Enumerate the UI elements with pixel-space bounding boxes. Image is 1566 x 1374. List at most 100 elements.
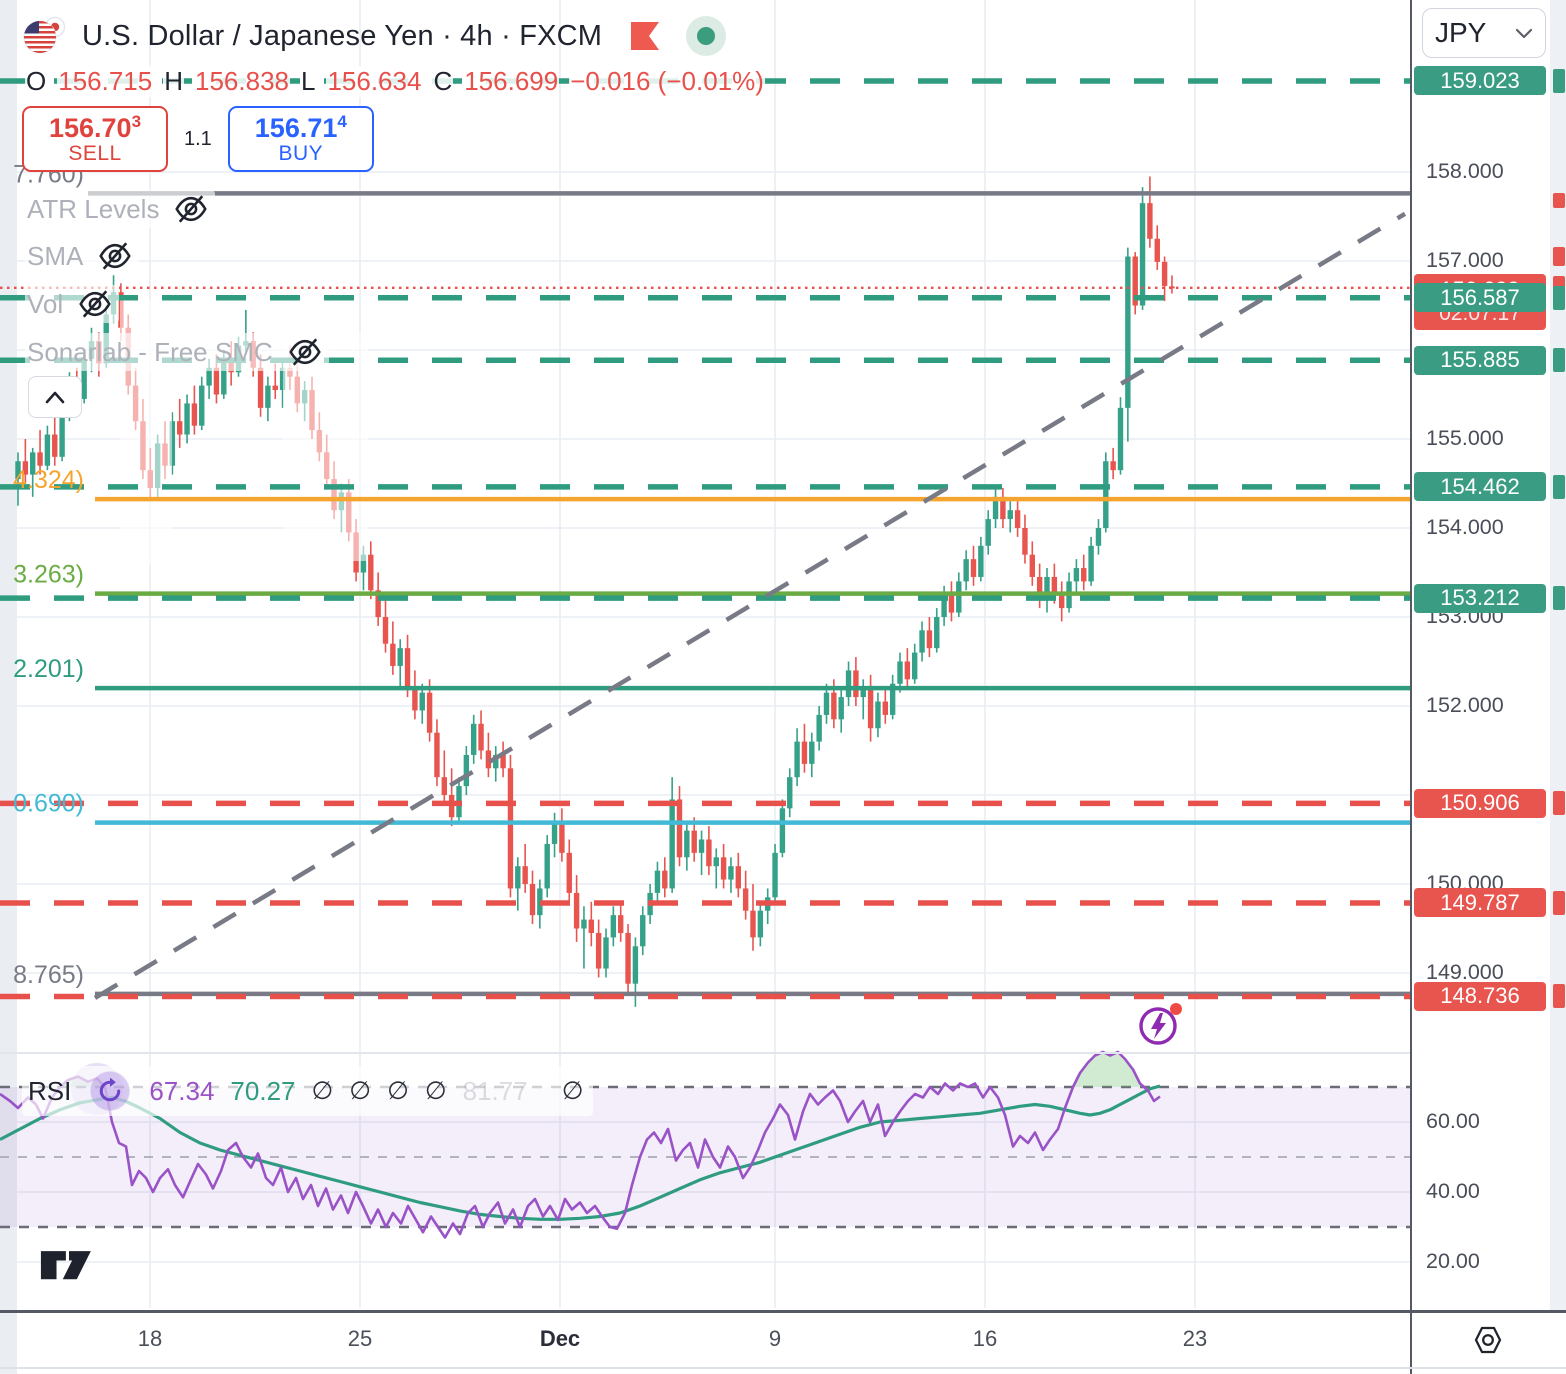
- candle-body: [1014, 510, 1021, 528]
- indicator-label: ATR Levels: [27, 193, 160, 224]
- candle-body: [662, 870, 668, 889]
- candle-body: [750, 910, 756, 938]
- candle-body: [860, 688, 866, 698]
- eye-off-icon[interactable]: [287, 334, 323, 370]
- candle-body: [507, 768, 514, 889]
- candle-body: [867, 688, 874, 729]
- indicator-row-atr-levels: ATR Levels: [25, 190, 216, 228]
- indicator-label: SMA: [27, 240, 84, 271]
- candle-body: [853, 670, 859, 698]
- candle-body: [441, 777, 447, 795]
- axis-edge-mark: [1553, 984, 1565, 1009]
- open-value: 156.715: [57, 66, 154, 97]
- candle-body: [177, 421, 183, 435]
- low-value: 156.634: [326, 66, 423, 97]
- candle-body: [559, 821, 565, 853]
- collapse-legend-button[interactable]: [28, 376, 82, 418]
- eye-off-icon[interactable]: [173, 191, 209, 227]
- empty-value-icon: ∅: [387, 1077, 409, 1105]
- candle-body: [265, 385, 271, 408]
- close-label: C: [432, 66, 454, 97]
- eye-off-icon[interactable]: [97, 238, 133, 274]
- candle-body: [618, 915, 624, 933]
- low-label: L: [299, 66, 317, 97]
- buy-button[interactable]: 156.714 BUY: [227, 106, 374, 172]
- buy-price: 156.71: [254, 113, 338, 144]
- price-level-left-label: 8.765): [13, 961, 84, 989]
- candle-body: [1044, 576, 1050, 600]
- candle-body: [368, 554, 374, 591]
- candle-body: [809, 741, 815, 764]
- axis-edge-strip: [1550, 0, 1566, 1310]
- candle-body: [199, 385, 205, 426]
- tradingview-logo[interactable]: [30, 1248, 110, 1292]
- price-badge-150.906: 150.906: [1414, 788, 1546, 818]
- price-tick-149.000: 149.000: [1426, 960, 1504, 984]
- candle-body: [404, 648, 411, 689]
- lightning-refresh-icon[interactable]: [1136, 1000, 1184, 1048]
- rsi-tick-40.00: 40.00: [1426, 1179, 1480, 1203]
- candle-body: [1059, 594, 1065, 609]
- candle-body: [529, 884, 536, 916]
- candle-body: [30, 452, 36, 475]
- flag-bookmark-icon[interactable]: [628, 19, 662, 53]
- candle-body: [1051, 576, 1058, 595]
- indicator-row-sonarlab-smc: Sonarlab - Free SMC: [25, 333, 329, 371]
- price-badge-156.587: 156.587: [1414, 283, 1546, 313]
- rsi-ghost-value: 81.77: [462, 1075, 528, 1106]
- candle-body: [970, 559, 977, 577]
- pane-separator[interactable]: [0, 1052, 1566, 1054]
- time-axis[interactable]: 18 25 Dec 9 16 23: [0, 1310, 1410, 1374]
- candle-body: [206, 367, 212, 386]
- price-axis[interactable]: JPY 158.000 157.000 155.000 154.000 153.000 1…: [1410, 0, 1566, 1374]
- candle-body: [419, 692, 425, 711]
- candle-body: [875, 701, 881, 729]
- candle-body: [1081, 568, 1087, 582]
- empty-value-icon: ∅: [561, 1077, 584, 1105]
- currency-selector[interactable]: JPY: [1422, 8, 1546, 58]
- smc-zone: [283, 333, 368, 561]
- symbol-title[interactable]: U.S. Dollar / Japanese Yen · 4h · FXCM: [82, 19, 603, 52]
- candle-body: [1029, 554, 1035, 577]
- candle-body: [720, 857, 727, 880]
- candle-body: [684, 830, 690, 858]
- axis-edge-mark: [1553, 193, 1565, 208]
- candle-body: [632, 946, 639, 984]
- candle-body: [963, 559, 969, 582]
- candle-body: [279, 367, 286, 391]
- axis-settings-icon[interactable]: [1472, 1324, 1504, 1356]
- price-badge-154.462: 154.462: [1414, 472, 1546, 502]
- candle-body: [728, 866, 734, 880]
- price-badge-153.212: 153.212: [1414, 583, 1546, 613]
- market-open-status-icon: [686, 16, 727, 56]
- candle-body: [1117, 407, 1124, 471]
- eye-off-icon[interactable]: [77, 286, 113, 322]
- candle-body: [485, 750, 492, 769]
- rsi-legend-row: RSI 67.34 70.27 ∅ ∅ ∅ ∅ 81.77 ∅: [22, 1066, 594, 1116]
- buy-price-fraction: 4: [337, 112, 347, 132]
- price-level-left-label: 3.263): [13, 561, 84, 589]
- candle-body: [434, 732, 440, 778]
- sell-price-fraction: 3: [131, 112, 142, 132]
- candle-body: [397, 648, 403, 666]
- candle-body: [831, 692, 837, 720]
- sell-button[interactable]: 156.703 SELL: [22, 106, 168, 172]
- candle-body: [1110, 461, 1116, 471]
- candle-body: [59, 407, 65, 457]
- chevron-up-icon: [45, 391, 65, 404]
- rsi-tick-60.00: 60.00: [1426, 1109, 1480, 1133]
- candle-body: [573, 892, 580, 929]
- spread-value: 1.1: [184, 127, 212, 150]
- candle-body: [779, 808, 786, 853]
- sell-label: SELL: [68, 141, 122, 165]
- candle-body: [1036, 576, 1043, 600]
- candle-body: [493, 754, 499, 769]
- candle-body: [1000, 496, 1006, 520]
- candle-body: [478, 723, 484, 751]
- price-badge-148.736: 148.736: [1414, 981, 1546, 1011]
- rsi-refresh-icon[interactable]: [87, 1068, 134, 1114]
- rsi-indicator-label[interactable]: RSI: [28, 1075, 72, 1106]
- candle-body: [221, 358, 227, 395]
- candle-body: [1147, 203, 1153, 239]
